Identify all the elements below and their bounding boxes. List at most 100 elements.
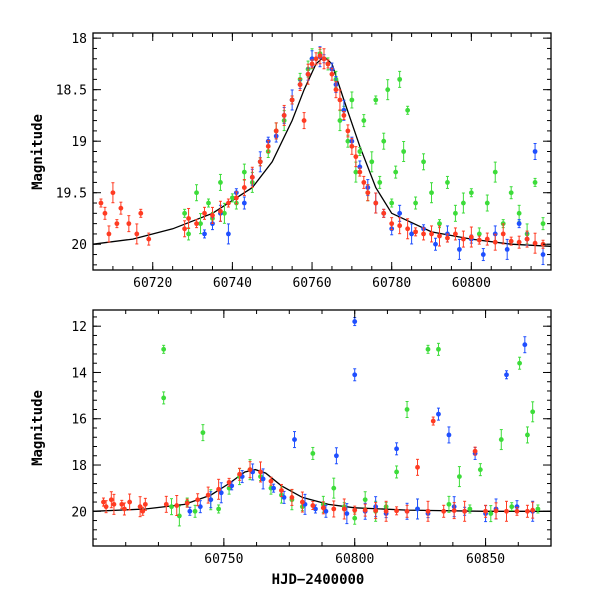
data-point-red — [329, 67, 335, 81]
data-point-red — [297, 78, 303, 92]
data-point-red — [216, 478, 222, 500]
data-point-red — [333, 81, 339, 99]
data-point-red — [301, 112, 307, 130]
data-point-red — [405, 218, 411, 240]
data-point-green — [484, 194, 490, 212]
data-point-blue — [457, 238, 462, 260]
data-point-green — [373, 95, 379, 105]
data-point-green — [492, 161, 498, 183]
data-point-red — [237, 467, 242, 481]
data-point-green — [532, 177, 538, 187]
data-point-red — [341, 498, 347, 520]
data-point-blue — [516, 219, 522, 229]
data-point-red — [421, 227, 426, 241]
data-point-red — [445, 233, 450, 243]
data-point-green — [397, 70, 403, 88]
data-point-red — [361, 175, 367, 189]
data-point-green — [488, 505, 494, 523]
data-point-blue — [292, 431, 297, 449]
plot-area-0 — [93, 46, 551, 266]
data-point-red — [137, 496, 143, 518]
data-point-red — [381, 208, 387, 218]
data-point-red — [530, 501, 536, 519]
data-point-red — [317, 47, 323, 65]
data-point-blue — [344, 503, 350, 525]
x-tick-label: 60800 — [452, 276, 491, 291]
data-point-green — [218, 173, 223, 191]
data-point-red — [305, 63, 311, 85]
data-point-blue — [532, 143, 538, 160]
data-point-blue — [208, 491, 214, 509]
data-point-blue — [522, 336, 528, 354]
data-point-red — [532, 232, 538, 254]
data-point-red — [321, 48, 327, 70]
data-point-red — [430, 416, 436, 426]
data-point-blue — [241, 196, 247, 210]
data-point-green — [357, 147, 363, 156]
data-point-red — [182, 220, 188, 238]
data-point-blue — [433, 237, 438, 251]
data-point-red — [451, 502, 457, 520]
x-tick-label: 60850 — [466, 552, 505, 567]
data-point-blue — [394, 442, 399, 456]
data-point-green — [169, 498, 174, 516]
data-point-blue — [271, 483, 276, 493]
data-point-red — [233, 191, 239, 205]
x-tick-label: 60740 — [213, 276, 252, 291]
x-axis-label-bottom: HJD−2400000 — [272, 572, 365, 588]
data-point-red — [441, 504, 447, 518]
data-point-red — [194, 219, 199, 229]
y-tick-label: 19.5 — [56, 187, 87, 202]
y-tick-label: 18.5 — [56, 84, 87, 99]
y-tick-label: 19 — [71, 135, 87, 150]
data-point-green — [516, 204, 522, 222]
data-point-red — [476, 235, 482, 245]
data-point-red — [258, 461, 263, 483]
y-axis-label-bottom: Magnitude — [30, 390, 46, 466]
data-point-red — [483, 504, 488, 518]
data-point-green — [540, 217, 546, 231]
panel-bottom-light-curve: 60750 60800 60850 12 14 16 18 20 Magnitude HJD−… — [30, 309, 552, 588]
y-tick-label: 12 — [71, 320, 87, 335]
data-point-red — [345, 124, 351, 138]
data-point-green — [361, 114, 367, 128]
data-point-green — [535, 504, 541, 514]
data-point-blue — [226, 223, 231, 245]
y-tick-label: 20 — [71, 505, 87, 520]
data-point-red — [313, 52, 319, 66]
data-point-blue — [333, 447, 339, 465]
panel-top-light-curve: 60720 60740 60760 60780 608001818.51919.520 … — [30, 32, 552, 291]
data-point-red — [397, 217, 403, 235]
data-point-red — [103, 500, 109, 514]
data-point-red — [98, 198, 104, 208]
data-point-red — [514, 506, 520, 516]
data-point-red — [429, 225, 434, 243]
series-blue-1 — [187, 317, 536, 525]
data-point-green — [405, 105, 411, 115]
data-point-red — [142, 497, 148, 511]
data-point-blue — [202, 229, 207, 239]
data-point-red — [138, 208, 144, 218]
data-point-red — [516, 235, 522, 249]
data-point-blue — [352, 317, 358, 327]
data-point-green — [530, 401, 536, 423]
data-point-red — [492, 233, 498, 251]
data-point-red — [265, 139, 271, 153]
data-point-green — [453, 204, 458, 222]
data-point-blue — [504, 370, 509, 380]
data-point-red — [462, 500, 468, 522]
x-tick-label: 60780 — [372, 276, 411, 291]
data-point-green — [241, 163, 247, 181]
x-tick-label: 60720 — [133, 276, 172, 291]
data-point-red — [331, 500, 337, 518]
data-point-green — [508, 186, 514, 200]
data-point-red — [362, 503, 368, 517]
data-point-red — [249, 166, 255, 188]
data-point-green — [161, 391, 167, 405]
data-point-green — [161, 344, 167, 354]
data-point-red — [226, 477, 232, 487]
data-point-red — [484, 232, 490, 246]
data-point-red — [257, 157, 263, 167]
data-point-red — [357, 167, 363, 177]
data-point-green — [381, 132, 387, 150]
